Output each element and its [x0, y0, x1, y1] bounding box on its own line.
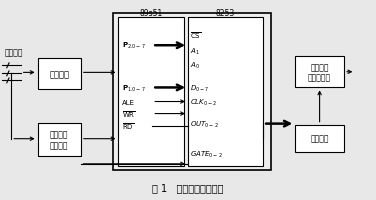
Bar	[295, 125, 344, 152]
Text: $\overline{\mathrm{CS}}$: $\overline{\mathrm{CS}}$	[190, 31, 201, 41]
Text: $A_1$: $A_1$	[190, 47, 200, 57]
Text: 电压同步
信号采样: 电压同步 信号采样	[50, 130, 68, 149]
Text: $\overline{\mathrm{WR}}$: $\overline{\mathrm{WR}}$	[122, 109, 136, 119]
Bar	[113, 14, 271, 170]
Text: $\mathbf{P}_{2.0-7}$: $\mathbf{P}_{2.0-7}$	[122, 41, 146, 51]
Text: $\overline{\mathrm{RD}}$: $\overline{\mathrm{RD}}$	[122, 121, 135, 131]
Bar	[38, 59, 81, 90]
Text: ALE: ALE	[122, 99, 135, 105]
Text: 三相电源: 三相电源	[5, 49, 24, 57]
Text: $A_0$: $A_0$	[190, 61, 200, 71]
Bar	[38, 123, 81, 156]
Bar	[118, 18, 184, 166]
Text: 相序校正: 相序校正	[310, 134, 329, 143]
Text: $OUT_{0-2}$: $OUT_{0-2}$	[190, 119, 218, 129]
Bar	[295, 57, 344, 88]
Text: $D_{0-7}$: $D_{0-7}$	[190, 83, 209, 93]
Text: $\mathbf{P}_{1.0-7}$: $\mathbf{P}_{1.0-7}$	[122, 83, 146, 93]
Bar	[188, 18, 263, 166]
Text: 8253: 8253	[216, 9, 235, 17]
Text: 触发脉冲
调制、输出: 触发脉冲 调制、输出	[308, 63, 331, 82]
Text: $GATE_{0-2}$: $GATE_{0-2}$	[190, 149, 223, 159]
Text: 图 1   触发系统原理框图: 图 1 触发系统原理框图	[152, 182, 224, 192]
Text: 89s51: 89s51	[140, 9, 163, 17]
Text: $CLK_{0-2}$: $CLK_{0-2}$	[190, 97, 217, 107]
Text: 相序检测: 相序检测	[49, 70, 69, 79]
